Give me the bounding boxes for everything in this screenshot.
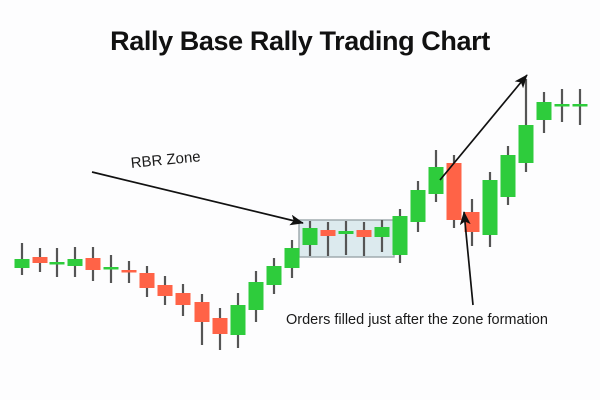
rbr-zone-arrow bbox=[91, 171, 304, 226]
candlestick bbox=[410, 181, 426, 232]
candlestick bbox=[175, 284, 191, 316]
candlestick bbox=[500, 146, 516, 205]
candlestick bbox=[554, 89, 570, 122]
candlestick bbox=[284, 240, 300, 278]
candle-body bbox=[139, 273, 155, 288]
candle-body bbox=[446, 163, 462, 220]
arrow-layer bbox=[91, 74, 528, 306]
candle-body bbox=[49, 262, 65, 265]
candlestick bbox=[482, 172, 498, 247]
candle-body bbox=[157, 285, 173, 296]
candle-body bbox=[67, 259, 83, 266]
candlestick bbox=[212, 308, 228, 350]
candle-body bbox=[121, 270, 137, 273]
candle-body bbox=[284, 248, 300, 268]
candlestick bbox=[32, 248, 48, 272]
candlestick bbox=[121, 261, 137, 283]
candle-body bbox=[428, 167, 444, 194]
candle-layer bbox=[14, 79, 588, 350]
orders-filled-annotation-label: Orders filled just after the zone format… bbox=[286, 312, 548, 328]
candle-body bbox=[266, 266, 282, 285]
candle-body bbox=[482, 180, 498, 235]
candle-body bbox=[212, 318, 228, 334]
candle-body bbox=[230, 305, 246, 335]
page-title: Rally Base Rally Trading Chart bbox=[110, 26, 490, 56]
candlestick bbox=[248, 271, 264, 322]
candlestick bbox=[428, 150, 444, 202]
candlestick bbox=[139, 266, 155, 297]
candlestick bbox=[230, 293, 246, 348]
candlestick bbox=[67, 247, 83, 277]
candlestick bbox=[14, 243, 30, 275]
candle-body bbox=[536, 102, 552, 120]
candlestick bbox=[518, 79, 534, 172]
candlestick bbox=[266, 258, 282, 294]
candle-body bbox=[410, 190, 426, 222]
candle-body bbox=[302, 228, 318, 245]
candle-body bbox=[464, 212, 480, 232]
candle-body bbox=[374, 227, 390, 237]
candle-body bbox=[392, 216, 408, 255]
candlestick bbox=[103, 255, 119, 283]
candlestick bbox=[356, 222, 372, 256]
candle-body bbox=[194, 302, 210, 322]
candle-body bbox=[175, 293, 191, 305]
candle-body bbox=[500, 155, 516, 197]
candlestick bbox=[85, 247, 101, 281]
candlestick bbox=[302, 221, 318, 256]
candle-body bbox=[320, 230, 336, 236]
candlestick bbox=[338, 221, 354, 255]
candle-body bbox=[518, 125, 534, 163]
uptrend-arrow bbox=[439, 74, 528, 181]
candle-body bbox=[85, 258, 101, 270]
candle-body bbox=[248, 282, 264, 310]
candle-body bbox=[356, 230, 372, 237]
orders-arrow bbox=[459, 211, 474, 306]
candle-body bbox=[14, 259, 30, 268]
candlestick bbox=[49, 248, 65, 277]
candle-body bbox=[572, 104, 588, 107]
candlestick bbox=[446, 155, 462, 228]
candlestick bbox=[392, 209, 408, 263]
candlestick bbox=[320, 222, 336, 256]
candle-body bbox=[103, 267, 119, 270]
candle-body bbox=[338, 231, 354, 234]
candle-body bbox=[554, 104, 570, 107]
candle-body bbox=[32, 257, 48, 263]
candlestick bbox=[194, 294, 210, 345]
candlestick bbox=[157, 276, 173, 305]
candlestick bbox=[536, 92, 552, 133]
candlestick bbox=[374, 220, 390, 252]
candlestick bbox=[572, 89, 588, 125]
